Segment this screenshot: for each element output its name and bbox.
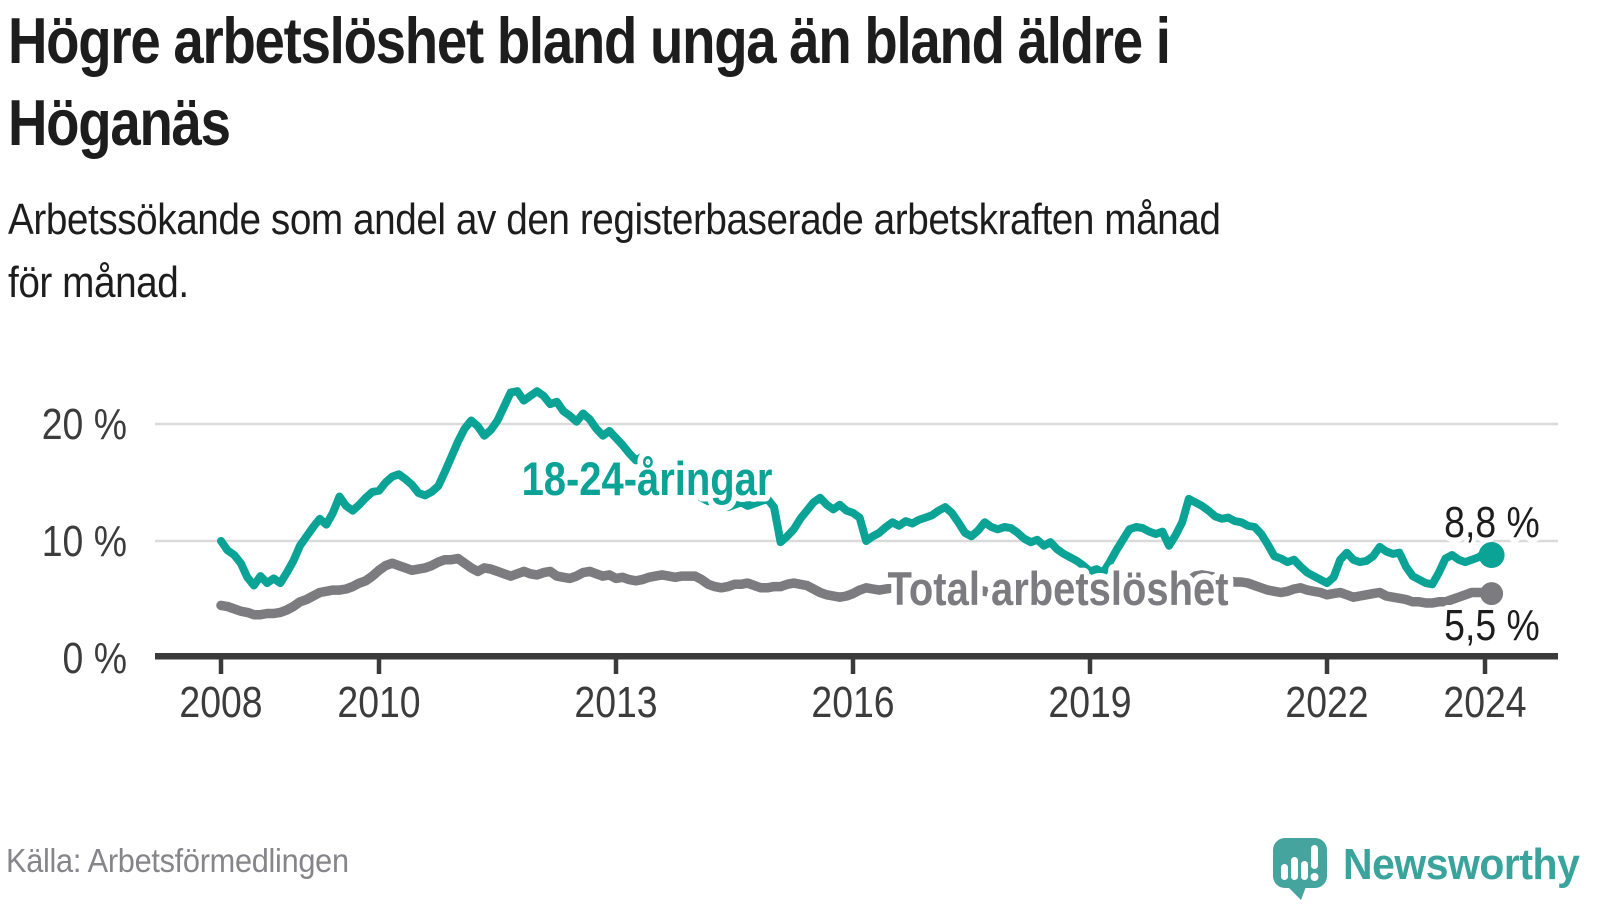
y-tick-label-20: 20 % bbox=[42, 399, 127, 449]
x-tick-label-2019: 2019 bbox=[1048, 677, 1131, 727]
end-value-label-youth: 8,8 % bbox=[1444, 497, 1540, 547]
chart-subtitle-line-1: Arbetssökande som andel av den registerb… bbox=[8, 195, 1221, 244]
series-line-youth-18-24 bbox=[217, 387, 1496, 590]
chart-title: Högre arbetslöshet bland unga än bland ä… bbox=[8, 0, 1171, 164]
source-text: Källa: Arbetsförmedlingen bbox=[6, 842, 349, 879]
speech-bubble-icon bbox=[1273, 838, 1327, 900]
exclamation-icon bbox=[1310, 845, 1319, 881]
x-tick-label-2016: 2016 bbox=[811, 677, 894, 727]
newsworthy-brand: Newsworthy bbox=[1255, 822, 1600, 900]
series-label-total: Total arbetslöshet bbox=[887, 564, 1228, 616]
x-axis-ticks: 2008 2010 2013 2016 2019 2022 2024 bbox=[179, 659, 1527, 727]
brand-name: Newsworthy bbox=[1343, 840, 1580, 889]
series-label-youth: 18-24-åringar bbox=[522, 454, 773, 506]
end-value-label-total: 5,5 % bbox=[1444, 600, 1540, 650]
x-axis bbox=[155, 653, 1558, 660]
x-tick-label-2024: 2024 bbox=[1443, 677, 1526, 727]
chart-subtitle: Arbetssökande som andel av den registerb… bbox=[8, 188, 1221, 314]
x-tick-label-2013: 2013 bbox=[574, 677, 657, 727]
x-tick-label-2008: 2008 bbox=[179, 677, 262, 727]
y-tick-label-10: 10 % bbox=[42, 516, 127, 566]
chart-title-line-2: Höganäs bbox=[8, 86, 231, 159]
gridlines bbox=[155, 422, 1558, 543]
endpoint-dot-youth bbox=[1478, 542, 1505, 569]
x-axis-line bbox=[155, 653, 1558, 660]
x-tick-label-2022: 2022 bbox=[1285, 677, 1368, 727]
x-tick-label-2010: 2010 bbox=[337, 677, 420, 727]
chart-title-line-1: Högre arbetslöshet bland unga än bland ä… bbox=[8, 4, 1171, 77]
endpoint-dot-total bbox=[1480, 582, 1504, 606]
y-axis-labels: 0 % 10 % 20 % bbox=[42, 399, 127, 683]
chart-subtitle-line-2: för månad. bbox=[8, 258, 189, 307]
line-chart: 0 % 10 % 20 % 2008 2010 2013 2016 2019 2022 2024… bbox=[42, 387, 1558, 727]
newsworthy-logo-icon bbox=[1273, 838, 1327, 900]
bar-chart-icon bbox=[1281, 857, 1308, 880]
series-line-total-unemployment bbox=[216, 553, 1497, 620]
y-tick-label-0: 0 % bbox=[63, 633, 127, 683]
